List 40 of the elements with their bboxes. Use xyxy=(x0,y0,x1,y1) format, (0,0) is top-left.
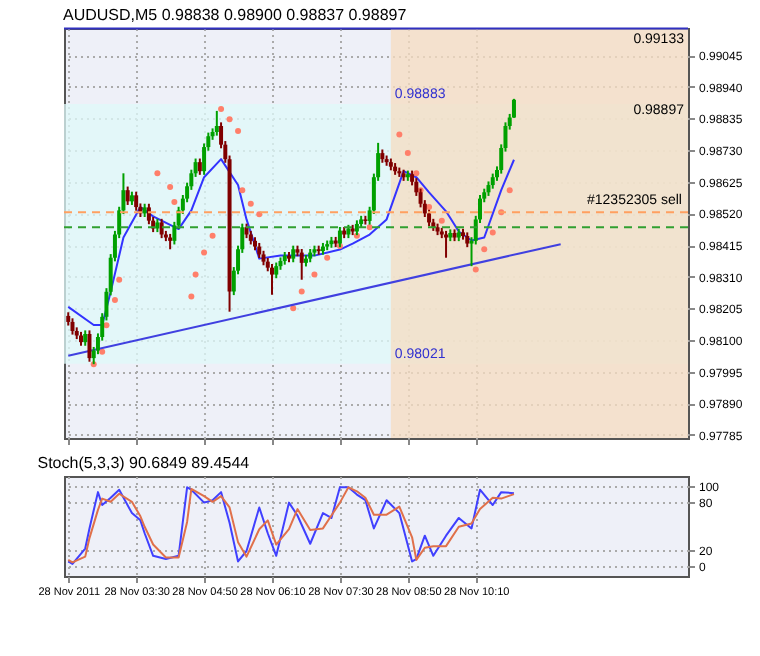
candlestick xyxy=(270,263,274,296)
point xyxy=(226,116,233,123)
point xyxy=(413,170,420,177)
point xyxy=(218,106,225,113)
point xyxy=(239,187,246,194)
point xyxy=(481,246,488,253)
candlestick xyxy=(159,217,164,240)
point xyxy=(171,198,178,205)
point xyxy=(188,293,195,300)
chart-title: AUDUSD,M5 0.98838 0.98900 0.98837 0.98897 xyxy=(63,5,408,24)
point xyxy=(396,131,403,138)
point xyxy=(235,128,242,135)
candlestick xyxy=(214,109,219,137)
point xyxy=(256,211,263,218)
point xyxy=(426,204,433,211)
point xyxy=(404,150,411,157)
point xyxy=(116,276,123,283)
candlestick xyxy=(299,247,304,281)
point xyxy=(506,187,513,194)
candlestick xyxy=(87,329,92,363)
point xyxy=(311,271,318,278)
point xyxy=(167,183,174,190)
point xyxy=(489,229,496,236)
candlestick xyxy=(125,185,130,206)
point xyxy=(290,305,297,312)
candlestick xyxy=(134,190,139,212)
point xyxy=(209,232,216,239)
point xyxy=(103,322,110,329)
point xyxy=(298,288,305,295)
point xyxy=(438,217,445,224)
chart-title: Stoch(5,3,3) 90.6849 89.4544 xyxy=(37,454,251,472)
point xyxy=(472,266,479,273)
point xyxy=(111,296,118,303)
point xyxy=(324,254,331,261)
candlestick xyxy=(444,229,449,259)
point xyxy=(154,170,161,177)
point xyxy=(201,249,208,256)
point xyxy=(99,348,106,355)
point xyxy=(192,271,199,278)
point xyxy=(247,200,254,207)
